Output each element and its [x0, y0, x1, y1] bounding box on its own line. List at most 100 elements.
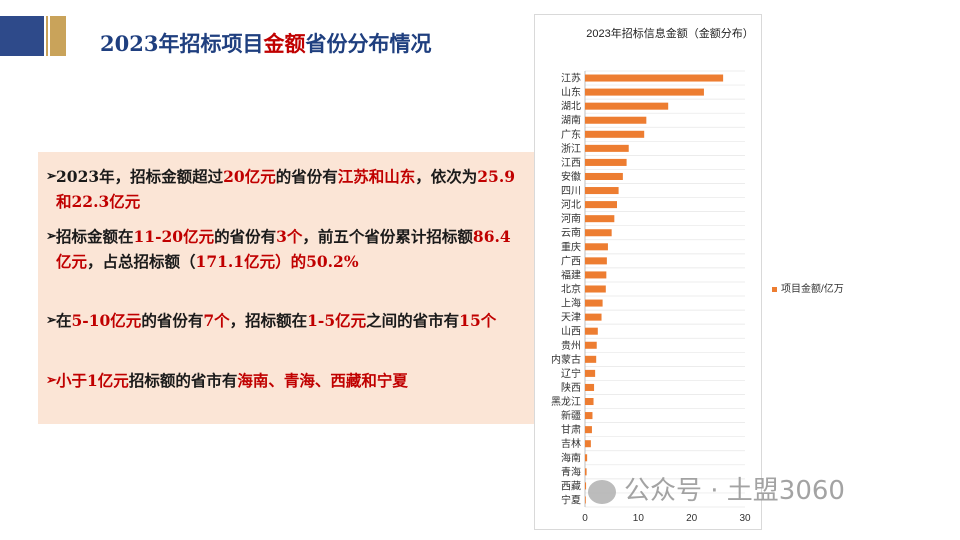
bar [585, 454, 588, 462]
category-label: 青海 [561, 465, 581, 478]
b4-s1: 1亿元 [87, 371, 129, 390]
chart-legend: 项目金额/亿万 [772, 280, 844, 295]
title-part1: 2023年招标项目 [100, 31, 264, 56]
b2-s1: 11-20亿元 [133, 227, 215, 246]
bullet-1: ➢ 2023年，招标金额超过20亿元的省份有江苏和山东，依次为25.9和22.3… [46, 167, 516, 211]
category-label: 广西 [561, 255, 581, 267]
bar [585, 158, 627, 166]
b3-s3: 7个 [203, 311, 230, 330]
bar [585, 440, 591, 448]
bar [585, 116, 647, 124]
x-tick-label: 20 [686, 513, 698, 524]
b3-s7: 15个 [459, 311, 497, 330]
b3-s5: 1-5亿元 [307, 311, 367, 330]
bar [585, 243, 608, 251]
legend-label: 项目金额/亿万 [781, 284, 844, 295]
summary-panel: ➢ 2023年，招标金额超过20亿元的省份有江苏和山东，依次为25.9和22.3… [38, 152, 534, 424]
b4-s3: 海南、青海、西藏和宁夏 [237, 371, 408, 390]
b4-s0: 小于 [56, 371, 88, 390]
title-part2: 金额 [263, 31, 306, 56]
category-label: 广东 [561, 128, 581, 141]
bar [585, 271, 607, 279]
category-label: 北京 [561, 283, 581, 296]
legend-swatch [772, 286, 777, 292]
b1-s1: 20亿元 [223, 167, 276, 186]
category-label: 上海 [561, 297, 581, 310]
bar [585, 257, 607, 265]
b3-s1: 5-10亿元 [71, 311, 142, 330]
category-label: 西藏 [561, 480, 581, 492]
b3-s4: ，招标额在 [229, 311, 308, 330]
b1-s3: 江苏和山东 [337, 167, 416, 186]
b1-s0: 2023年，招标金额超过 [56, 167, 224, 186]
x-tick-label: 30 [739, 513, 751, 524]
bar [585, 102, 669, 110]
bar [585, 355, 597, 363]
b2-s0: 招标金额在 [56, 227, 134, 246]
b2-s4: ，前五个省份累计招标额 [302, 227, 473, 246]
b2-s2: 的省份有 [214, 227, 277, 246]
bullet-3: ➢ 在5-10亿元的省份有7个，招标额在1-5亿元之间的省市有15个 [46, 311, 497, 330]
header-deco-gold [50, 16, 66, 56]
category-label: 黑龙江 [551, 395, 581, 408]
bar [585, 144, 629, 152]
category-label: 湖南 [561, 114, 581, 127]
header-deco-dark [0, 16, 44, 56]
b1-s5: 25.9和22.3亿元 [56, 167, 516, 211]
bar [585, 496, 586, 504]
b2-s6: ，占总招标额（ [87, 252, 196, 271]
bar [585, 482, 587, 490]
category-label: 云南 [561, 226, 581, 239]
category-label: 宁夏 [561, 493, 581, 506]
category-label: 贵州 [561, 339, 581, 352]
bar [585, 468, 587, 476]
wechat-icon [588, 479, 616, 504]
bar [585, 313, 602, 321]
category-label: 重庆 [561, 240, 581, 253]
category-label: 陕西 [561, 381, 581, 394]
bar [585, 130, 645, 138]
page-title: 2023年招标项目金额省份分布情况 [100, 28, 431, 58]
b1-s2: 的省份有 [275, 167, 338, 186]
bar [585, 215, 615, 223]
bar [585, 88, 704, 96]
x-tick-label: 0 [582, 513, 588, 524]
bar [585, 299, 603, 307]
b3-s2: 的省份有 [141, 311, 204, 330]
bar-chart: 江苏山东湖北湖南广东浙江江西安徽四川河北河南云南重庆广西福建北京上海天津山西贵州… [551, 70, 751, 524]
category-label: 浙江 [561, 143, 581, 155]
bar [585, 74, 724, 82]
category-label: 内蒙古 [551, 353, 581, 366]
category-label: 辽宁 [561, 367, 581, 380]
bar [585, 398, 594, 406]
b1-s4: ，依次为 [415, 167, 478, 186]
category-label: 山东 [561, 86, 581, 99]
category-label: 河南 [561, 212, 581, 225]
category-label: 山西 [561, 326, 581, 338]
watermark: 公众号 · 土盟3060 [588, 470, 845, 507]
bar [585, 229, 612, 237]
b3-s6: 之间的省市有 [366, 311, 460, 330]
header-deco-gold-thin [46, 16, 48, 56]
bar [585, 341, 597, 349]
bar [585, 369, 596, 377]
chart-container: 2023年招标信息金额（金额分布） 江苏 山东 湖北 湖南 广东 浙江 江西 安徽 四川 河北 河南… [534, 14, 762, 530]
category-label: 甘肃 [561, 423, 581, 436]
bar [585, 187, 619, 195]
category-label: 河北 [561, 199, 581, 211]
x-tick-label: 10 [633, 513, 645, 524]
bar [585, 201, 617, 209]
b2-s5: 86.4亿元 [56, 227, 511, 271]
watermark-text: 公众号 · 土盟3060 [624, 476, 845, 506]
b2-s7: 171.1亿元）的50.2% [195, 252, 359, 271]
category-label: 安徽 [561, 170, 581, 183]
category-label: 新疆 [561, 409, 581, 422]
category-label: 四川 [561, 186, 581, 197]
bullet-2: ➢ 招标金额在11-20亿元的省份有3个，前五个省份累计招标额86.4亿元，占总… [46, 227, 511, 271]
bar [585, 426, 592, 434]
bar [585, 412, 593, 420]
b2-s3: 3个 [276, 227, 303, 246]
bar [585, 285, 606, 293]
title-part3: 省份分布情况 [305, 31, 432, 56]
chart-title: 2023年招标信息金额（金额分布） [586, 28, 754, 40]
